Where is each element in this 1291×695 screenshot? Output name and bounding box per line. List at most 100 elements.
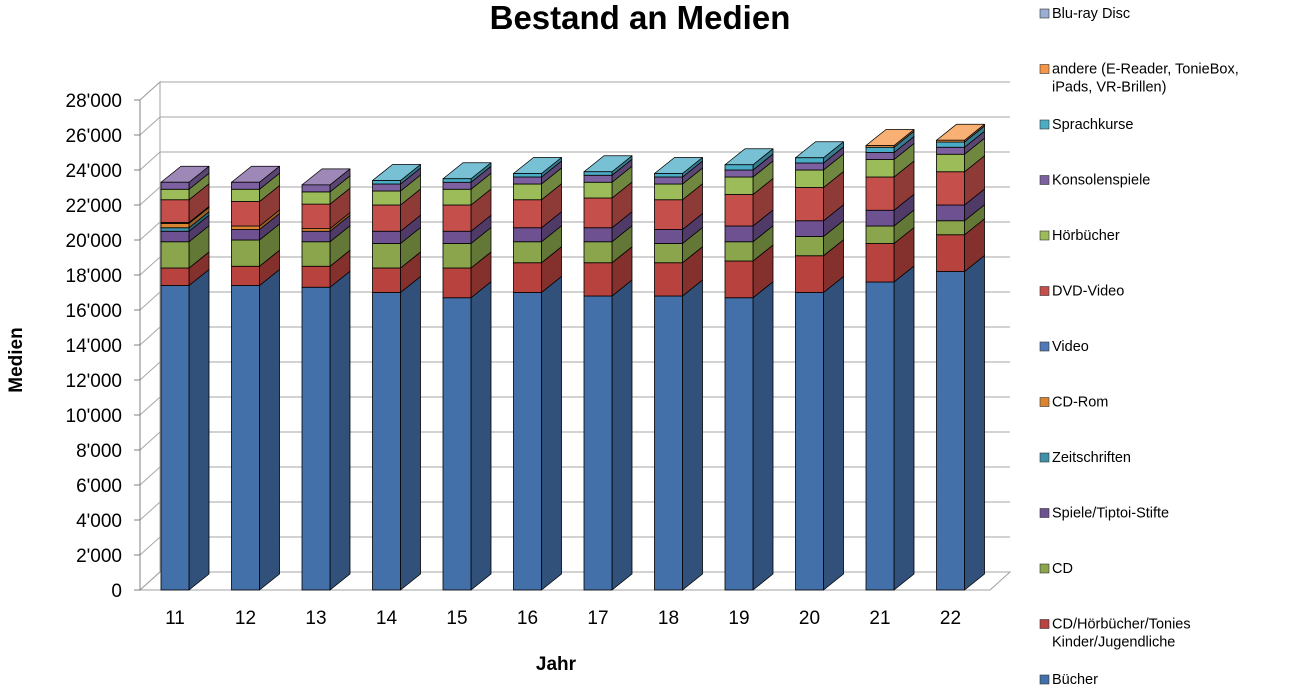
- legend-item: CD-Rom: [1039, 395, 1108, 411]
- bar-segment: [936, 220, 965, 236]
- bar-segment-side: [752, 281, 774, 591]
- bar-segment: [724, 176, 754, 195]
- y-axis-label: Medien: [6, 327, 27, 392]
- bar-segment-side: [259, 269, 280, 591]
- x-tick-label: 16: [517, 608, 538, 629]
- x-tick-label: 11: [165, 608, 185, 629]
- legend-item: Blu-ray Disc: [1039, 6, 1130, 22]
- x-tick-label: 19: [728, 608, 749, 629]
- bar-segment: [583, 197, 613, 229]
- bar-segment: [513, 227, 542, 243]
- bar-segment: [654, 229, 683, 244]
- bar-segment: [513, 262, 542, 293]
- bar-segment: [795, 157, 824, 164]
- bar-segment: [301, 191, 331, 205]
- bar-segment: [231, 229, 260, 241]
- bar-segment: [865, 243, 895, 283]
- bar-segment: [583, 171, 613, 176]
- bar-segment: [372, 267, 401, 293]
- bar-segment: [865, 146, 895, 153]
- legend-label-line: Sprachkurse: [1052, 117, 1133, 133]
- legend: Blu-ray Disc andere (E-Reader, TonieBox, i…: [1039, 6, 1239, 688]
- x-axis-ticks: 11 12 13 14 15 16 17 18 19 20 21 22: [165, 608, 961, 629]
- bar-segment: [795, 220, 824, 237]
- bar-segment: [865, 281, 895, 591]
- bar-segment: [654, 183, 683, 201]
- bar-segment-side: [541, 276, 562, 591]
- y-tick-label: 20'000: [66, 231, 122, 252]
- bar-segment: [583, 262, 613, 297]
- bar-segment: [372, 204, 401, 232]
- legend-swatch: [1039, 341, 1050, 352]
- bar-segment: [795, 162, 824, 171]
- bar-segment: [936, 153, 965, 173]
- bar-segment: [724, 169, 754, 178]
- legend-swatch: [1039, 286, 1050, 296]
- legend-label-line: Bücher: [1052, 672, 1098, 688]
- bar-segment: [865, 159, 895, 178]
- legend-label: Spiele/Tiptoi-Stifte: [1052, 506, 1169, 522]
- y-tick-label: 2'000: [76, 546, 122, 567]
- legend-label: Bücher: [1052, 672, 1098, 688]
- x-tick-label: 21: [869, 608, 890, 629]
- bar-segment: [583, 227, 613, 243]
- legend-label-line: DVD-Video: [1052, 284, 1124, 300]
- bar-segment: [231, 239, 260, 267]
- legend-label: DVD-Video: [1052, 284, 1124, 300]
- legend-item: CD/Hörbücher/Tonies Kinder/Jugendliche: [1039, 617, 1191, 651]
- x-tick-label: 18: [658, 608, 679, 629]
- y-tick-label: 0: [111, 581, 122, 602]
- chart-title: Bestand an Medien: [490, 0, 791, 36]
- bar-segment: [442, 181, 472, 190]
- bar-segment: [160, 199, 190, 223]
- y-tick-label: 12'000: [66, 371, 122, 392]
- bar-segment: [231, 181, 260, 190]
- bar-column: [513, 157, 562, 591]
- bar-segment: [936, 171, 965, 206]
- bar-segment: [442, 188, 472, 206]
- bar-column: [936, 123, 985, 591]
- bar-segment: [724, 260, 754, 299]
- legend-swatch: [1039, 230, 1050, 241]
- legend-label-line: Hörbücher: [1052, 228, 1120, 244]
- bar-segment: [160, 222, 190, 229]
- legend-item: andere (E-Reader, TonieBox, iPads, VR-Bri…: [1039, 62, 1239, 96]
- legend-label: CD/Hörbücher/Tonies Kinder/Jugendliche: [1052, 617, 1191, 651]
- bar-column: [583, 155, 633, 591]
- x-tick-label: 20: [799, 608, 820, 629]
- bar-segment: [372, 230, 401, 244]
- bar-segment: [583, 174, 613, 183]
- bar-column: [865, 129, 915, 591]
- legend-swatch: [1039, 8, 1050, 19]
- bar-segment: [301, 203, 331, 230]
- bar-segment: [724, 241, 754, 262]
- y-tick-label: 26'000: [66, 126, 122, 147]
- y-tick-label: 24'000: [66, 161, 122, 182]
- legend-item: Zeitschriften: [1039, 450, 1131, 466]
- bar-segment: [301, 286, 331, 591]
- legend-item: CD: [1039, 561, 1073, 577]
- bar-segment: [372, 180, 401, 185]
- legend-item: Sprachkurse: [1039, 117, 1133, 133]
- legend-item: Spiele/Tiptoi-Stifte: [1039, 506, 1169, 522]
- bar-segment: [372, 183, 401, 192]
- y-tick-label: 10'000: [66, 406, 122, 427]
- gridline: [139, 81, 1010, 101]
- legend-label-line: Kinder/Jugendliche: [1052, 635, 1175, 651]
- bar-segment: [160, 188, 190, 201]
- legend-swatch: [1039, 674, 1050, 685]
- legend-label: Video: [1052, 339, 1089, 355]
- y-tick-label: 22'000: [66, 196, 122, 217]
- legend-label: Sprachkurse: [1052, 117, 1133, 133]
- bar-segment-side: [470, 281, 492, 591]
- bar-segment: [301, 230, 331, 243]
- legend-label: CD: [1052, 561, 1073, 577]
- bar-segment: [372, 243, 401, 269]
- bar-segment-side: [823, 276, 844, 591]
- y-tick-label: 8'000: [76, 441, 122, 462]
- bar-segment: [442, 297, 472, 591]
- bar-segment: [513, 199, 542, 229]
- legend-label-line: CD-Rom: [1052, 395, 1108, 411]
- bar-segment: [936, 234, 965, 272]
